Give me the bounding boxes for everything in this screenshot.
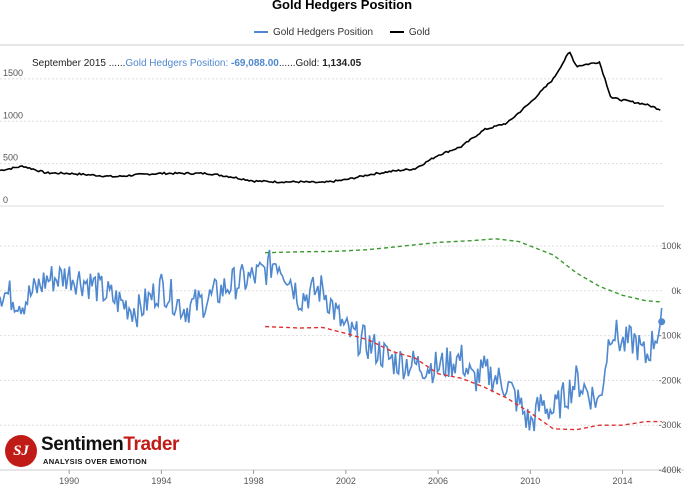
x-tick-label: 1990 bbox=[59, 476, 79, 486]
upper-y-tick-label: 1000 bbox=[3, 110, 23, 120]
readout-gold-value: 1,134.05 bbox=[322, 58, 362, 69]
legend-swatch-hedgers bbox=[254, 31, 269, 33]
legend-swatch-gold bbox=[389, 31, 404, 33]
readout-hedgers-label: Gold Hedgers Position: bbox=[125, 58, 232, 69]
upper-y-tick-label: 1500 bbox=[3, 68, 23, 78]
logo-name: SentimenTrader bbox=[41, 434, 179, 456]
lower-y-tick-label: 0k bbox=[671, 286, 681, 296]
legend-label-gold: Gold bbox=[408, 26, 430, 38]
lower-y-tick-label: 100k bbox=[661, 241, 681, 251]
legend-item-hedgers[interactable]: Gold Hedgers Position bbox=[254, 27, 373, 38]
lower-y-tick-label: -300k bbox=[658, 420, 681, 430]
upper-grid bbox=[0, 44, 684, 207]
upper-y-tick-label: 0 bbox=[3, 195, 8, 205]
last-value-marker bbox=[658, 318, 666, 326]
x-tick-label: 1994 bbox=[151, 476, 171, 486]
upper-y-ticks: 0 500 1000 1500 bbox=[3, 68, 23, 205]
series-layer bbox=[0, 51, 663, 432]
chart-title: Gold Hedgers Position bbox=[271, 0, 413, 12]
hedgers-position-line bbox=[0, 249, 663, 432]
readout-gold-label: Gold: bbox=[295, 58, 323, 69]
x-axis-ticks: 1990 1994 1998 2002 2006 2010 2014 bbox=[59, 470, 633, 486]
legend-label-hedgers: Gold Hedgers Position bbox=[273, 26, 374, 38]
readout-sep-2: ...... bbox=[278, 58, 296, 69]
logo-name-part-a: Sentimen bbox=[41, 434, 124, 455]
upper-band-dashed-line bbox=[265, 238, 662, 303]
readout-date: September 2015 bbox=[32, 58, 106, 69]
upper-y-tick-label: 500 bbox=[3, 153, 18, 163]
logo-mark-icon: SJ bbox=[5, 435, 37, 467]
lower-grid bbox=[0, 245, 684, 471]
legend: Gold Hedgers Position Gold bbox=[0, 25, 684, 38]
x-tick-label: 2010 bbox=[520, 476, 540, 486]
x-tick-label: 2006 bbox=[428, 476, 448, 486]
lower-y-tick-label: -400k bbox=[658, 465, 681, 475]
lower-y-ticks: 100k 0k -100k -200k -300k -400k bbox=[658, 241, 681, 475]
readout-hedgers-value: -69,088.00 bbox=[231, 58, 279, 69]
logo-name-part-b: Trader bbox=[123, 434, 180, 455]
lower-band-dashed-line bbox=[265, 325, 662, 431]
logo-tagline: ANALYSIS OVER EMOTION bbox=[43, 457, 147, 466]
x-tick-label: 1998 bbox=[244, 476, 264, 486]
lower-y-tick-label: -100k bbox=[658, 331, 681, 341]
gold-price-line bbox=[0, 51, 661, 184]
x-tick-label: 2002 bbox=[336, 476, 356, 486]
x-tick-label: 2014 bbox=[612, 476, 632, 486]
lower-y-tick-label: -200k bbox=[658, 375, 681, 385]
sentimentrader-logo: SJ SentimenTrader ANALYSIS OVER EMOTION bbox=[5, 434, 179, 471]
readout-sep-1: ...... bbox=[105, 58, 126, 69]
legend-item-gold[interactable]: Gold bbox=[389, 26, 430, 38]
value-readout: September 2015 ......Gold Hedgers Positi… bbox=[32, 58, 361, 69]
